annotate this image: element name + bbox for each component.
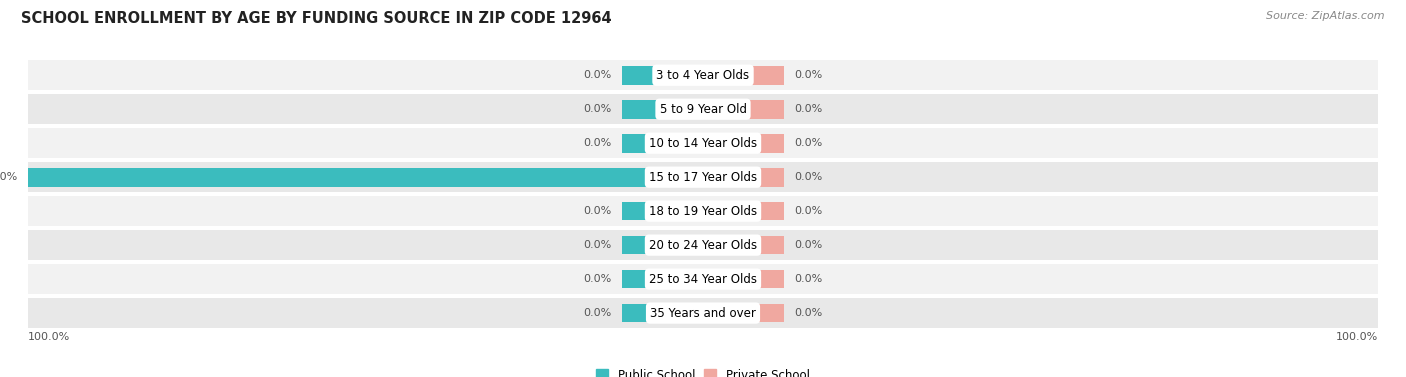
Text: 0.0%: 0.0%: [583, 274, 612, 284]
Bar: [621, 100, 703, 118]
Text: 10 to 14 Year Olds: 10 to 14 Year Olds: [650, 137, 756, 150]
Text: 100.0%: 100.0%: [28, 332, 70, 342]
Bar: [28, 298, 1378, 328]
Text: 0.0%: 0.0%: [794, 70, 823, 80]
Text: 3 to 4 Year Olds: 3 to 4 Year Olds: [657, 69, 749, 82]
Text: 25 to 34 Year Olds: 25 to 34 Year Olds: [650, 273, 756, 286]
Legend: Public School, Private School: Public School, Private School: [592, 364, 814, 377]
Bar: [28, 128, 1378, 158]
Bar: [28, 196, 1378, 226]
Text: 0.0%: 0.0%: [794, 172, 823, 182]
Bar: [703, 100, 785, 118]
Bar: [28, 230, 1378, 260]
Bar: [621, 134, 703, 153]
Bar: [703, 168, 785, 187]
Text: 0.0%: 0.0%: [583, 308, 612, 318]
Text: 0.0%: 0.0%: [583, 70, 612, 80]
Bar: [703, 134, 785, 153]
Text: 0.0%: 0.0%: [583, 240, 612, 250]
Text: 0.0%: 0.0%: [794, 138, 823, 148]
Text: 35 Years and over: 35 Years and over: [650, 307, 756, 320]
Bar: [621, 202, 703, 221]
Text: 100.0%: 100.0%: [0, 172, 18, 182]
Bar: [621, 236, 703, 254]
Text: Source: ZipAtlas.com: Source: ZipAtlas.com: [1267, 11, 1385, 21]
Text: 0.0%: 0.0%: [794, 274, 823, 284]
Text: 0.0%: 0.0%: [583, 138, 612, 148]
Text: 0.0%: 0.0%: [583, 104, 612, 114]
Bar: [28, 264, 1378, 294]
Bar: [28, 60, 1378, 90]
Text: SCHOOL ENROLLMENT BY AGE BY FUNDING SOURCE IN ZIP CODE 12964: SCHOOL ENROLLMENT BY AGE BY FUNDING SOUR…: [21, 11, 612, 26]
Text: 18 to 19 Year Olds: 18 to 19 Year Olds: [650, 205, 756, 218]
Bar: [28, 94, 1378, 124]
Bar: [28, 162, 1378, 192]
Text: 0.0%: 0.0%: [583, 206, 612, 216]
Bar: [703, 270, 785, 288]
Text: 0.0%: 0.0%: [794, 240, 823, 250]
Bar: [621, 66, 703, 84]
Text: 100.0%: 100.0%: [1336, 332, 1378, 342]
Text: 20 to 24 Year Olds: 20 to 24 Year Olds: [650, 239, 756, 251]
Bar: [703, 236, 785, 254]
Text: 0.0%: 0.0%: [794, 206, 823, 216]
Text: 0.0%: 0.0%: [794, 308, 823, 318]
Bar: [703, 304, 785, 322]
Text: 15 to 17 Year Olds: 15 to 17 Year Olds: [650, 171, 756, 184]
Bar: [621, 270, 703, 288]
Bar: [703, 66, 785, 84]
Text: 5 to 9 Year Old: 5 to 9 Year Old: [659, 103, 747, 116]
Text: 0.0%: 0.0%: [794, 104, 823, 114]
Bar: [621, 304, 703, 322]
Bar: [703, 202, 785, 221]
Bar: [28, 168, 703, 187]
